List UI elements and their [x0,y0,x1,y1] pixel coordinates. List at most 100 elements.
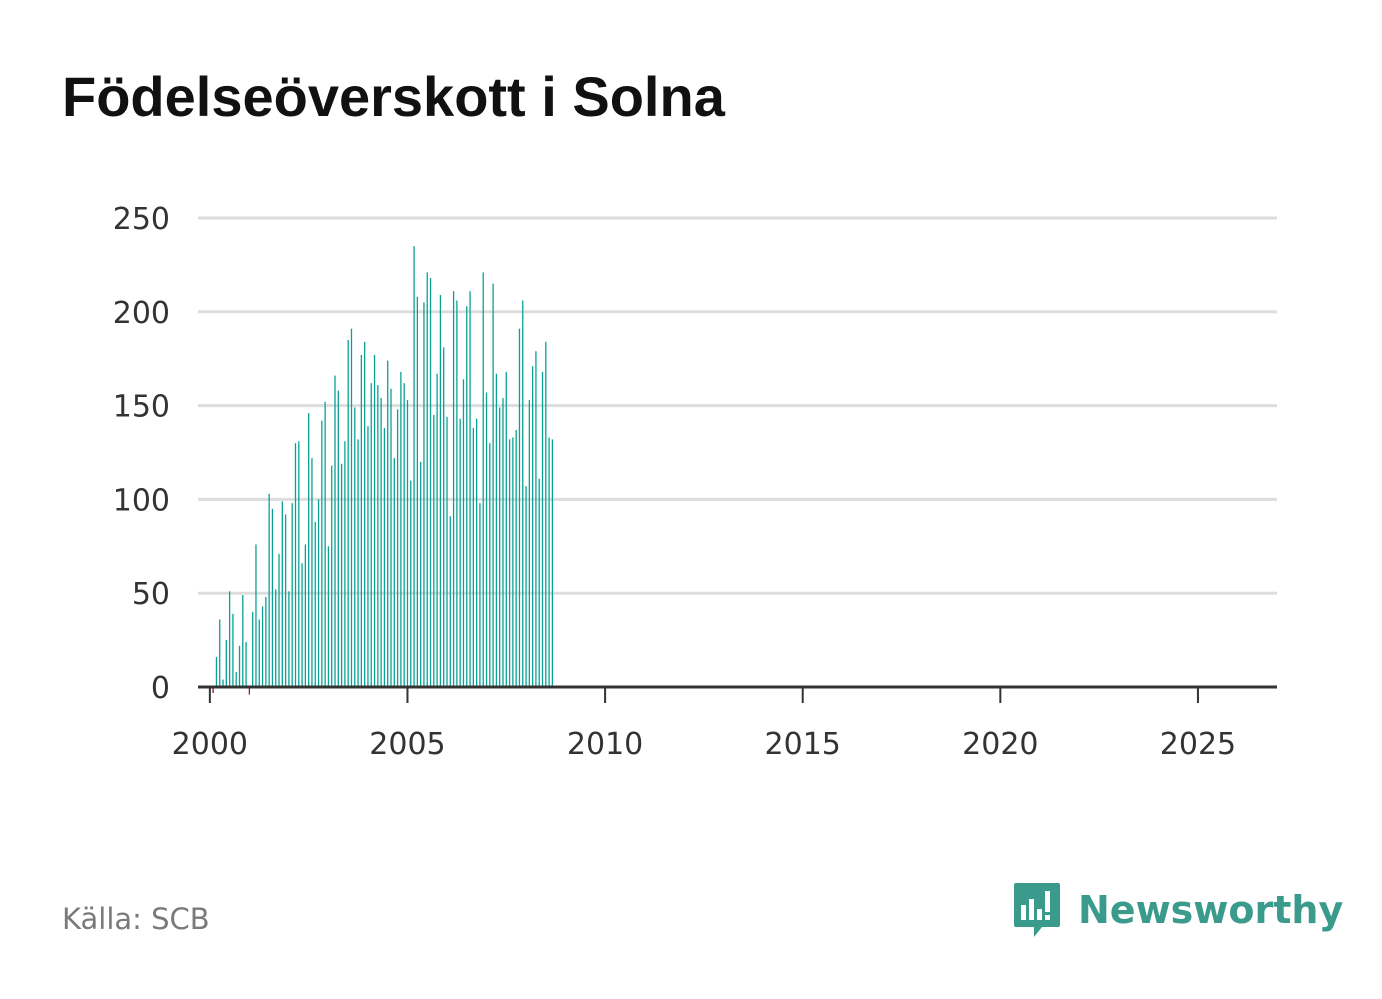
bar [294,443,297,687]
bar [380,398,382,687]
bar [281,501,283,687]
bar [410,480,412,687]
x-tick-label: 2015 [765,727,841,762]
bar [538,478,540,687]
bar [383,428,386,687]
bar [518,328,521,687]
bar [258,619,260,687]
bar [446,416,448,687]
bar [545,341,547,687]
bar [525,486,527,687]
bar [242,595,244,687]
bar [512,437,514,687]
x-tick-label: 2010 [567,727,643,762]
bar [271,508,274,687]
x-axis: 2000 2005 2010 2015 2020 2025 [172,685,1277,762]
bar [456,300,458,687]
bar [357,439,359,687]
bar [548,437,550,687]
bar [248,687,251,695]
bar [499,407,501,687]
bar [373,354,376,687]
y-tick-label: 50 [132,577,170,612]
chart-title: Födelseöverskott i Solna [62,65,725,128]
bar [420,461,422,687]
bar [479,503,481,687]
bar [522,300,524,687]
bar [531,366,534,687]
bar [452,291,455,687]
bar [288,591,290,687]
bar [505,371,507,687]
bar [396,409,399,687]
bar [502,398,504,687]
bar [462,379,465,687]
bar [225,640,227,687]
bar [340,463,343,687]
bar [403,383,405,687]
bar [377,384,379,687]
gridlines [198,216,1277,595]
bar [347,339,349,687]
brand-logo[interactable]: Newsworthy [1012,880,1343,940]
bar [423,302,425,687]
bar [436,373,438,687]
bar [508,439,511,687]
bar [390,388,392,687]
bar [298,441,300,687]
bar [235,671,237,687]
bar [215,656,218,687]
bar [308,413,310,687]
bar [528,399,530,687]
bar [327,546,330,687]
bar [255,544,257,687]
bar [413,246,415,687]
bar [350,328,353,687]
y-tick-label: 250 [113,202,170,237]
bar [472,428,474,687]
bar [222,679,224,687]
bar [443,347,445,687]
bar [429,278,432,687]
bar [489,443,491,687]
y-tick-label: 0 [151,671,170,706]
bar [551,439,554,687]
bar [495,373,498,687]
bar [314,521,316,687]
bar [252,611,254,687]
bar [515,429,517,687]
bar [393,458,395,687]
bar [400,371,402,687]
bar [367,426,369,687]
bar [337,390,339,687]
x-tick-label: 2020 [962,727,1038,762]
y-tick-label: 100 [113,483,170,518]
bar [344,441,346,687]
bar [245,641,247,687]
bar [284,514,287,687]
bar [354,407,356,687]
bar [324,401,326,687]
bar [212,687,214,693]
x-tick-label: 2025 [1160,727,1236,762]
bar [406,399,409,687]
y-tick-label: 200 [113,296,170,331]
bar [291,503,293,687]
bar [485,392,488,687]
bar [364,341,366,687]
bar [321,420,323,687]
bar [370,383,372,687]
bar [535,351,537,687]
bar [482,272,484,687]
bar [439,294,442,687]
bar [433,414,435,687]
bar [469,291,471,687]
x-tick-label: 2000 [172,727,248,762]
bar [492,283,494,687]
bar [238,645,241,687]
bar [268,493,270,687]
y-tick-label: 150 [113,390,170,425]
bar [261,606,264,687]
bar [459,418,461,687]
